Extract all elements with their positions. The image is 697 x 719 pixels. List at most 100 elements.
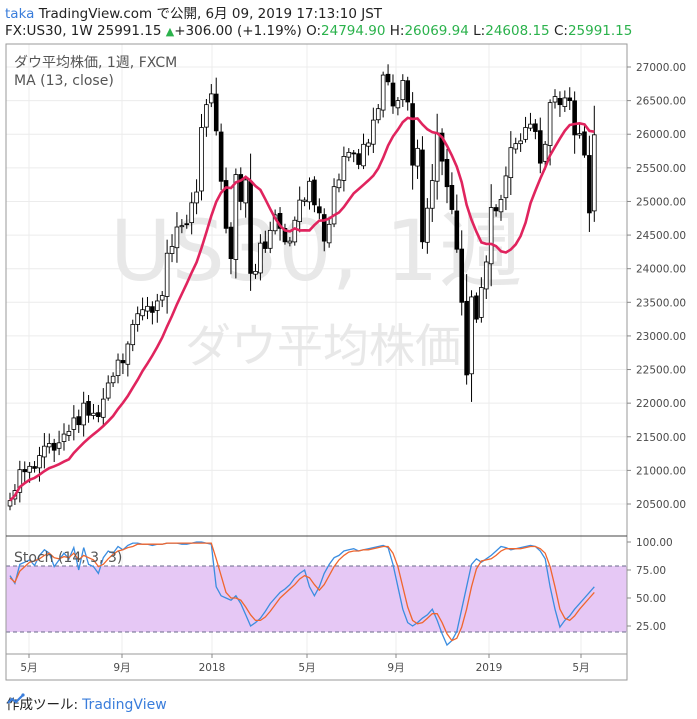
candle-body <box>253 270 258 275</box>
stoch-tick-label: 25.00 <box>636 621 666 633</box>
candle-body <box>518 140 523 145</box>
candle-body <box>243 179 248 204</box>
candle-body <box>405 80 411 103</box>
price-tick-label: 22500.00 <box>636 365 686 377</box>
candle-body <box>164 252 170 297</box>
stoch-tick-label: 75.00 <box>636 565 666 577</box>
candle-body <box>390 82 396 107</box>
legend-stoch: Stoch (14, 3, 3) <box>14 550 122 566</box>
candle-body <box>17 469 23 493</box>
candle-body <box>169 246 175 254</box>
candle-body <box>145 305 150 312</box>
candle-body <box>415 147 420 167</box>
author-link[interactable]: taka <box>5 6 35 22</box>
candle-body <box>159 295 165 301</box>
candle-body <box>154 300 160 311</box>
candle-body <box>66 430 72 436</box>
footer-label: 作成ツール: <box>6 697 79 713</box>
candle-body <box>105 382 111 399</box>
watermark-name: ダウ平均株価 <box>185 319 461 373</box>
candle-body <box>542 143 548 162</box>
price-tick-label: 24000.00 <box>636 264 686 276</box>
candle-body <box>380 74 386 111</box>
candle-body <box>213 93 219 132</box>
candle-body <box>498 199 504 213</box>
candle-body <box>547 102 553 146</box>
candle-body <box>508 147 514 179</box>
tradingview-brand[interactable]: TradingView <box>82 697 167 713</box>
candle-body <box>410 103 415 166</box>
candle-body <box>488 207 494 265</box>
candle-body <box>346 151 352 158</box>
candle-body <box>479 287 484 318</box>
candle-body <box>140 309 145 317</box>
candle-body <box>110 375 116 384</box>
open-value: 24794.90 <box>321 23 386 39</box>
price-tick-label: 21500.00 <box>636 432 686 444</box>
candle-body <box>71 417 77 430</box>
up-arrow-icon: ▲ <box>165 25 175 38</box>
candle-body <box>361 143 366 167</box>
candle-body <box>135 313 140 325</box>
candle-body <box>223 180 229 229</box>
candle-body <box>317 206 322 214</box>
legend-title: ダウ平均株価, 1週, FXCM <box>14 55 177 71</box>
candle-body <box>228 226 234 260</box>
high-value: 26069.94 <box>404 23 469 39</box>
last-price: 25991.15 <box>97 23 162 39</box>
time-tick-label: 2018 <box>199 662 226 674</box>
candle-body <box>184 223 190 226</box>
candle-body <box>439 132 445 162</box>
candle-body <box>194 191 199 204</box>
time-tick-label: 9月 <box>387 662 404 674</box>
candle-body <box>366 142 371 147</box>
stoch-tick-label: 100.00 <box>636 537 673 549</box>
candle-body <box>76 416 82 426</box>
candle-body <box>100 398 106 418</box>
candle-body <box>22 469 28 473</box>
candle-body <box>537 130 543 164</box>
candle-body <box>567 97 573 102</box>
candle-body <box>395 100 401 109</box>
candle-body <box>174 226 180 249</box>
candle-body <box>528 123 533 129</box>
candle-body <box>493 207 499 212</box>
candle-body <box>233 174 239 260</box>
candle-body <box>125 343 131 365</box>
candle-body <box>371 119 376 145</box>
candle-body <box>449 184 455 210</box>
candle-body <box>287 240 293 244</box>
close-label: C: <box>553 23 568 39</box>
candle-body <box>7 500 13 507</box>
candle-body <box>562 97 568 107</box>
publish-info: TradingView.com で公開, 6月 09, 2019 17:13:1… <box>38 6 383 22</box>
candle-body <box>267 229 273 249</box>
candle-body <box>81 402 86 426</box>
time-axis[interactable] <box>5 653 628 681</box>
header-line-1: taka TradingView.com で公開, 6月 09, 2019 17… <box>5 5 382 23</box>
price-tick-label: 21000.00 <box>636 465 686 477</box>
candle-body <box>27 465 32 473</box>
price-tick-label: 20500.00 <box>636 499 686 511</box>
legend-ma: MA (13, close) <box>14 73 114 89</box>
candle-body <box>474 295 479 320</box>
ma-line <box>9 116 595 502</box>
candle-body <box>56 442 62 449</box>
candle-body <box>582 131 587 156</box>
candle-body <box>130 324 136 346</box>
candle-body <box>209 93 214 104</box>
candle-body <box>459 248 465 303</box>
candle-body <box>115 359 121 377</box>
candle-body <box>204 104 209 128</box>
price-tick-label: 24500.00 <box>636 230 686 242</box>
candle-body <box>61 433 67 442</box>
candle-body <box>199 127 204 192</box>
candle-body <box>37 455 42 469</box>
price-tick-label: 26000.00 <box>636 129 686 141</box>
candle-body <box>577 133 582 136</box>
candle-body <box>444 158 450 188</box>
stoch-d-line <box>9 542 595 642</box>
symbol-label: FX:US30, 1W <box>5 23 93 39</box>
high-label: H: <box>389 23 405 39</box>
